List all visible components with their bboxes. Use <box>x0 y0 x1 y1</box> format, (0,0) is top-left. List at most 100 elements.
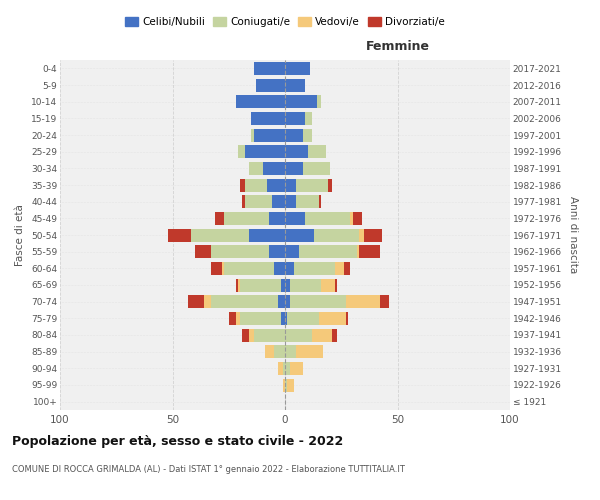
Bar <box>242 195 245 208</box>
Bar <box>188 295 204 308</box>
Bar <box>249 228 285 241</box>
Bar <box>303 128 312 141</box>
Text: Popolazione per età, sesso e stato civile - 2022: Popolazione per età, sesso e stato civil… <box>12 435 343 448</box>
Bar <box>305 212 350 225</box>
Bar <box>285 278 290 291</box>
Bar <box>265 345 274 358</box>
Bar <box>238 145 245 158</box>
Bar <box>281 312 285 325</box>
Bar <box>240 278 281 291</box>
Bar <box>240 178 245 192</box>
Bar <box>285 295 290 308</box>
Bar <box>285 195 296 208</box>
Bar <box>321 278 335 291</box>
Bar <box>332 328 337 342</box>
Bar <box>312 328 332 342</box>
Bar <box>328 178 332 192</box>
Bar <box>364 228 382 241</box>
Bar <box>285 262 294 275</box>
Bar <box>224 212 269 225</box>
Bar <box>296 178 328 192</box>
Bar <box>285 378 287 392</box>
Bar <box>285 345 296 358</box>
Bar <box>346 312 348 325</box>
Bar <box>245 195 271 208</box>
Bar <box>285 145 308 158</box>
Bar <box>305 112 312 125</box>
Bar <box>211 295 278 308</box>
Bar <box>168 228 191 241</box>
Bar <box>290 362 303 375</box>
Legend: Celibi/Nubili, Coniugati/e, Vedovi/e, Divorziati/e: Celibi/Nubili, Coniugati/e, Vedovi/e, Di… <box>121 12 449 31</box>
Bar <box>215 212 224 225</box>
Bar <box>294 262 335 275</box>
Bar <box>335 262 343 275</box>
Bar <box>263 162 285 175</box>
Bar <box>359 245 380 258</box>
Bar <box>350 212 353 225</box>
Bar <box>359 228 364 241</box>
Bar <box>285 312 287 325</box>
Bar <box>285 212 305 225</box>
Bar <box>287 378 294 392</box>
Bar <box>251 128 254 141</box>
Bar <box>245 145 285 158</box>
Bar <box>269 212 285 225</box>
Bar <box>195 245 211 258</box>
Bar <box>222 262 224 275</box>
Bar <box>285 328 312 342</box>
Bar <box>290 295 346 308</box>
Bar <box>251 112 285 125</box>
Y-axis label: Fasce di età: Fasce di età <box>16 204 25 266</box>
Bar <box>240 312 281 325</box>
Bar <box>285 228 314 241</box>
Bar <box>249 162 263 175</box>
Bar <box>191 228 249 241</box>
Bar <box>254 128 285 141</box>
Bar <box>296 345 323 358</box>
Bar <box>285 95 317 108</box>
Bar <box>229 312 235 325</box>
Bar <box>235 278 238 291</box>
Bar <box>283 378 285 392</box>
Bar <box>245 178 267 192</box>
Bar <box>238 278 240 291</box>
Bar <box>285 112 305 125</box>
Bar <box>357 245 359 258</box>
Bar <box>335 278 337 291</box>
Bar <box>278 362 283 375</box>
Bar <box>380 295 389 308</box>
Bar <box>296 195 319 208</box>
Bar <box>269 245 285 258</box>
Bar <box>249 328 254 342</box>
Bar <box>343 262 350 275</box>
Bar <box>346 295 380 308</box>
Text: COMUNE DI ROCCA GRIMALDA (AL) - Dati ISTAT 1° gennaio 2022 - Elaborazione TUTTIT: COMUNE DI ROCCA GRIMALDA (AL) - Dati IST… <box>12 465 405 474</box>
Bar <box>271 195 285 208</box>
Text: Femmine: Femmine <box>365 40 430 53</box>
Bar <box>278 295 285 308</box>
Bar <box>285 128 303 141</box>
Bar <box>285 178 296 192</box>
Bar <box>274 262 285 275</box>
Bar <box>281 278 285 291</box>
Bar <box>303 162 330 175</box>
Bar <box>319 312 346 325</box>
Bar <box>235 312 240 325</box>
Bar <box>204 295 211 308</box>
Bar <box>353 212 361 225</box>
Bar <box>254 62 285 75</box>
Bar <box>285 362 290 375</box>
Bar <box>267 178 285 192</box>
Bar <box>308 145 325 158</box>
Bar <box>287 312 319 325</box>
Bar <box>319 195 321 208</box>
Bar <box>254 328 285 342</box>
Bar <box>285 162 303 175</box>
Y-axis label: Anni di nascita: Anni di nascita <box>568 196 578 274</box>
Bar <box>211 245 269 258</box>
Bar <box>224 262 274 275</box>
Bar <box>235 95 285 108</box>
Bar <box>211 262 222 275</box>
Bar <box>285 62 310 75</box>
